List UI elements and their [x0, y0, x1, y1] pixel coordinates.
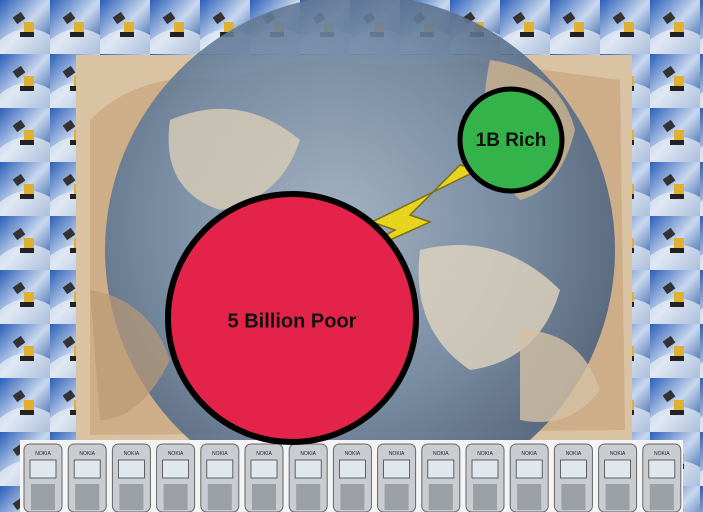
phone-keys [384, 484, 409, 510]
poor-label: 5 Billion Poor [228, 310, 357, 332]
phone-brand: NOKIA [433, 451, 449, 457]
phone-screen [73, 459, 101, 479]
phone-brand: NOKIA [79, 451, 95, 457]
phone-screen [294, 459, 322, 479]
phone-keys [119, 484, 144, 510]
phone-keys [561, 484, 586, 510]
phone-screen [29, 459, 57, 479]
phone-brand: NOKIA [35, 451, 51, 457]
phone-keys [207, 484, 232, 510]
phone-keys [296, 484, 321, 510]
phone-screen [560, 459, 587, 479]
phone-keys [605, 484, 630, 510]
phone-keys [428, 484, 453, 510]
phone-row: NOKIA NOKIA NOKIA NOKIA NOKIA NOKIA NOKIA NOKIA… [20, 440, 683, 512]
phone-brand: NOKIA [566, 451, 582, 457]
phone-brand: NOKIA [168, 451, 184, 457]
phone-keys [517, 484, 542, 510]
phone-keys [252, 484, 276, 510]
phone-brand: NOKIA [124, 451, 140, 457]
phone-keys [473, 484, 497, 510]
phone-screen [206, 459, 234, 479]
phone-screen [471, 459, 499, 479]
poor-circle [165, 191, 419, 445]
phone-screen [427, 459, 455, 479]
phone-brand: NOKIA [300, 451, 316, 457]
rich-label: 1B Rich [476, 130, 547, 151]
phone-keys [31, 484, 55, 510]
phone-keys [163, 484, 188, 510]
phone-brand: NOKIA [654, 451, 670, 457]
phone-screen [338, 459, 366, 479]
phone-screen [383, 459, 411, 479]
phone-screen [648, 459, 676, 479]
phone-brand: NOKIA [477, 451, 493, 457]
phone-screen [250, 459, 278, 479]
phone-screen [118, 459, 145, 479]
phone-screen [604, 459, 631, 479]
phone-brand: NOKIA [389, 451, 405, 457]
phone-screen [162, 459, 190, 479]
phone-keys [649, 484, 674, 510]
phone-brand: NOKIA [212, 451, 228, 457]
phone-brand: NOKIA [345, 451, 361, 457]
phone-keys [340, 484, 365, 510]
phone-brand: NOKIA [521, 451, 537, 457]
phone-keys [75, 484, 100, 510]
phone-brand: NOKIA [610, 451, 626, 457]
phone-brand: NOKIA [256, 451, 272, 457]
phone-screen [515, 459, 543, 479]
rich-circle [457, 86, 565, 194]
